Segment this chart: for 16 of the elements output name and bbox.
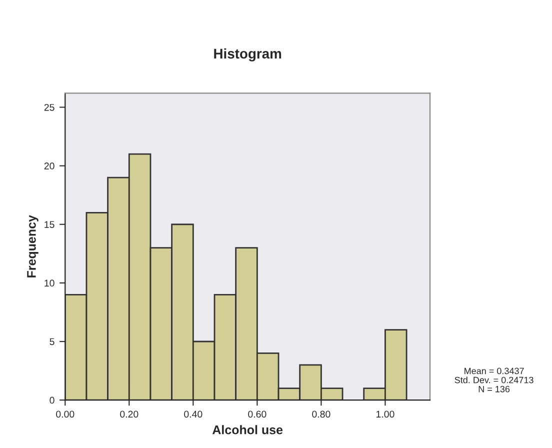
x-tick-label: 0.20 (120, 410, 138, 418)
y-tick-label: 20 (44, 162, 54, 170)
x-tick-label: 0.40 (184, 410, 202, 418)
y-tick-label: 25 (44, 104, 54, 111)
x-axis-title: Alcohol use (212, 425, 283, 434)
x-tick-label: 1.00 (376, 410, 394, 418)
x-tick-label: 0.80 (312, 410, 330, 418)
y-tick-label: 5 (50, 338, 54, 346)
chart-title: Histogram (214, 48, 282, 62)
x-tick-label: 0.60 (248, 410, 266, 418)
y-tick-label: 0 (50, 396, 54, 404)
y-tick-label: 10 (44, 280, 54, 287)
text: Mean = 0.3437 Std. Dev. = 0.24713 N = 136 (454, 368, 534, 392)
y-tick-label: 15 (44, 221, 54, 228)
x-tick-label: 0.00 (56, 410, 74, 418)
y-axis-title: Frequency (27, 215, 38, 278)
